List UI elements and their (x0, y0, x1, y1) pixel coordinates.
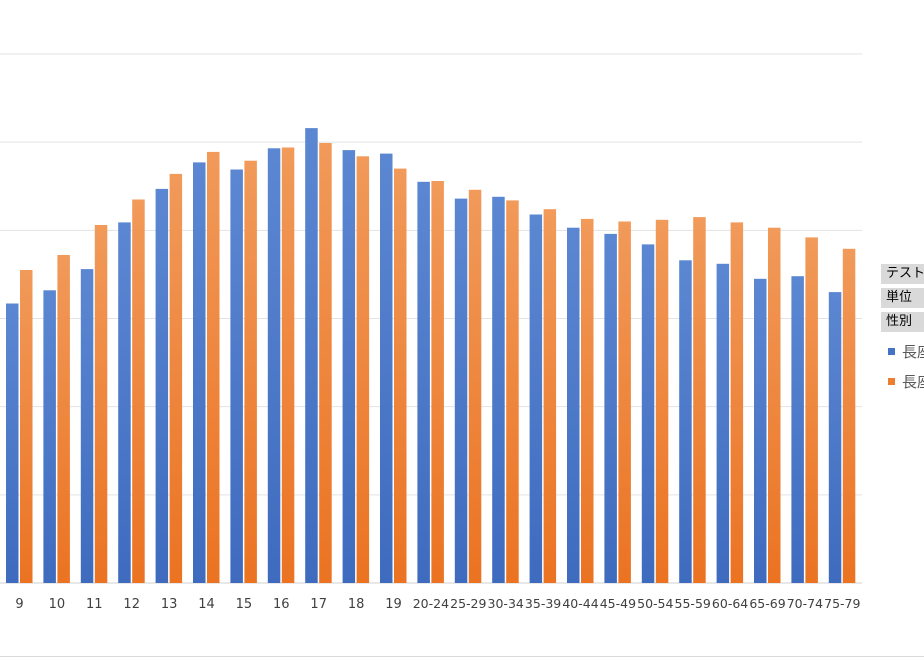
x-tick-label: 40-44 (562, 596, 598, 611)
legend-panel: テスト内 単位 性別 長座 長座 (881, 264, 924, 392)
x-tick-label: 30-34 (488, 596, 524, 611)
x-tick-label: 25-29 (450, 596, 486, 611)
bar-series-1-12[interactable] (118, 222, 131, 583)
bar-series-2-40-44[interactable] (581, 218, 594, 583)
bar-series-2-18[interactable] (356, 156, 370, 584)
bar-series-2-14[interactable] (207, 151, 220, 583)
filter-button-test[interactable]: テスト内 (881, 264, 924, 284)
bar-series-2-70-74[interactable] (805, 237, 818, 583)
x-tick-label: 70-74 (787, 596, 823, 611)
bar-series-1-19[interactable] (380, 153, 393, 583)
x-tick-label: 60-64 (712, 596, 748, 611)
bar-series-2-75-79[interactable] (842, 248, 856, 584)
bar-series-1-55-59[interactable] (679, 260, 692, 583)
bar-series-1-35-39[interactable] (529, 214, 543, 584)
x-tick-label: 19 (385, 597, 402, 612)
x-tick-label: 65-69 (749, 596, 785, 611)
bar-series-1-13[interactable] (155, 188, 169, 583)
x-tick-label: 15 (236, 597, 253, 612)
bar-series-2-65-69[interactable] (768, 227, 781, 583)
x-tick-label: 13 (161, 597, 178, 612)
bar-series-1-18[interactable] (342, 150, 356, 583)
bar-series-1-50-54[interactable] (641, 244, 655, 583)
bar-series-2-15[interactable] (244, 160, 257, 583)
x-tick-label: 35-39 (525, 596, 561, 611)
bar-series-2-20-24[interactable] (431, 181, 444, 583)
bar-series-1-14[interactable] (193, 162, 206, 583)
bar-series-1-15[interactable] (230, 169, 243, 584)
bar-series-1-30-34[interactable] (492, 196, 505, 584)
bar-series-2-30-34[interactable] (506, 200, 519, 583)
x-tick-label: 20-24 (413, 596, 449, 611)
bar-series-1-11[interactable] (80, 269, 94, 583)
bar-series-1-20-24[interactable] (417, 181, 430, 584)
bar-series-2-45-49[interactable] (618, 221, 631, 584)
bar-series-2-19[interactable] (394, 168, 407, 583)
bar-series-2-10[interactable] (57, 255, 70, 583)
bar-series-2-11[interactable] (94, 225, 108, 583)
bar-series-2-9[interactable] (20, 270, 33, 583)
x-tick-label: 50-54 (637, 596, 673, 611)
x-tick-label: 11 (86, 597, 103, 612)
x-tick-label: 18 (348, 597, 365, 612)
bar-series-1-75-79[interactable] (828, 292, 842, 583)
bar-series-2-12[interactable] (132, 199, 145, 584)
legend-entry-series-2[interactable]: 長座 (881, 370, 924, 392)
legend-entry-series-1[interactable]: 長座 (881, 340, 924, 362)
bar-series-2-13[interactable] (169, 173, 183, 583)
bar-series-1-10[interactable] (43, 290, 56, 583)
x-tick-label: 12 (123, 597, 140, 612)
bar-series-1-17[interactable] (305, 128, 318, 583)
bar-series-1-45-49[interactable] (604, 233, 617, 583)
bar-series-2-55-59[interactable] (693, 217, 706, 583)
bar-series-2-16[interactable] (281, 147, 295, 584)
bar-series-2-17[interactable] (319, 143, 332, 583)
bar-series-1-40-44[interactable] (567, 227, 580, 583)
x-tick-label: 9 (15, 597, 23, 612)
x-tick-label: 17 (310, 597, 327, 612)
x-tick-label: 10 (49, 597, 66, 612)
bar-series-1-9[interactable] (6, 303, 19, 584)
x-tick-label: 16 (273, 597, 290, 612)
bar-series-1-25-29[interactable] (454, 198, 468, 583)
bar-series-1-16[interactable] (267, 148, 281, 584)
bar-series-1-60-64[interactable] (716, 263, 730, 583)
x-tick-label: 75-79 (824, 596, 860, 611)
filter-button-unit[interactable]: 単位 (881, 288, 924, 308)
legend-swatch-blue (888, 347, 895, 355)
bar-series-2-60-64[interactable] (730, 222, 744, 583)
x-tick-label: 45-49 (600, 596, 636, 611)
x-tick-label: 55-59 (675, 596, 711, 611)
bar-series-2-25-29[interactable] (468, 189, 482, 584)
bar-series-1-70-74[interactable] (791, 276, 804, 583)
bar-series-2-50-54[interactable] (655, 219, 669, 584)
legend-label-series-1: 長座 (902, 342, 924, 361)
chart-border-bottom (0, 656, 924, 657)
bar-series-1-65-69[interactable] (754, 278, 767, 583)
bar-series-2-35-39[interactable] (543, 209, 557, 583)
x-tick-label: 14 (198, 597, 215, 612)
legend-label-series-2: 長座 (902, 372, 924, 391)
legend-swatch-orange (888, 377, 895, 385)
filter-button-gender[interactable]: 性別 (881, 312, 924, 332)
